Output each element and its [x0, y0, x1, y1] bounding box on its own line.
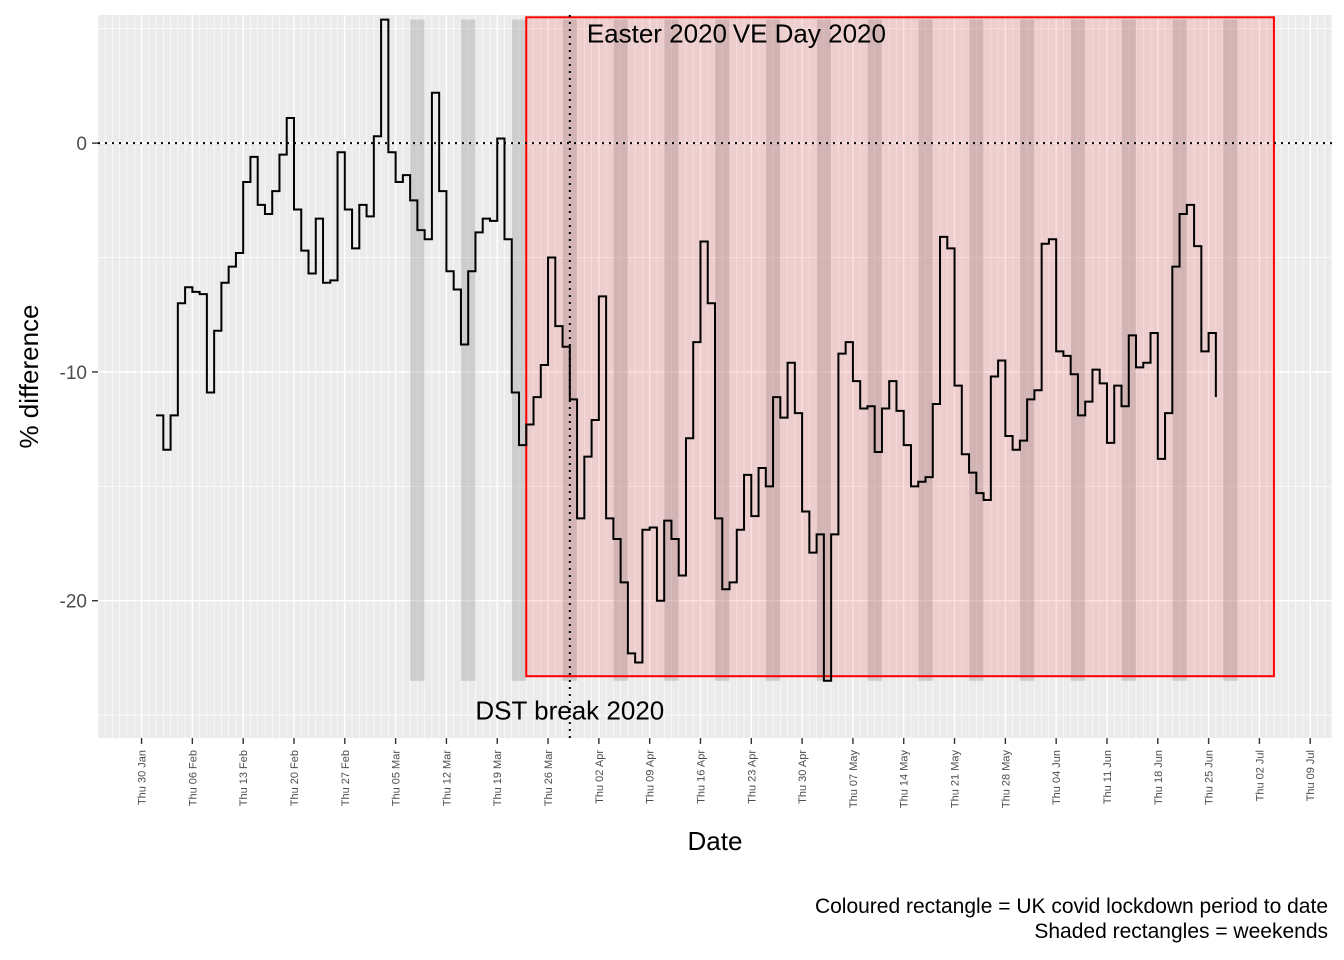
y-tick-label: -20 — [60, 592, 87, 613]
x-tick-label: Thu 30 Jan — [137, 750, 149, 805]
weekend-rect — [715, 19, 730, 681]
x-tick-label: Thu 12 Mar — [441, 750, 453, 807]
y-tick-label: -10 — [60, 363, 87, 384]
weekend-rect — [918, 19, 933, 681]
x-axis: Thu 30 Jan Thu 06 Feb Thu 13 Feb Thu 20 Feb… — [137, 738, 1317, 809]
x-tick-label: Thu 30 Apr — [797, 750, 809, 804]
caption-weekends: Shaded rectangles = weekends — [1034, 920, 1328, 943]
annotations: DST break 2020 Easter 2020 VE Day 2020 — [475, 18, 886, 725]
x-tick-label: Thu 14 May — [899, 750, 911, 809]
weekend-rect — [816, 19, 832, 681]
series — [156, 18, 1217, 682]
x-tick-label: Thu 20 Feb — [289, 750, 301, 806]
x-tick-label: Thu 09 Apr — [645, 750, 657, 804]
y-tick-label: 0 — [76, 134, 87, 155]
weekend-rect — [867, 19, 882, 681]
x-tick-label: Thu 09 Jul — [1305, 750, 1317, 801]
weekend-rect — [1070, 19, 1086, 681]
weekend-rect — [1223, 19, 1238, 681]
y-axis: 0 -10 -20 — [60, 134, 98, 613]
x-tick-label: Thu 21 May — [950, 750, 962, 809]
y-axis-title: % difference — [14, 304, 44, 448]
x-tick-label: Thu 02 Jul — [1254, 750, 1266, 801]
x-tick-label: Thu 27 Feb — [340, 750, 352, 806]
weekend-shading — [410, 19, 1238, 681]
weekend-rect — [1172, 19, 1187, 681]
weekend-rect — [511, 19, 527, 681]
x-tick-label: Thu 06 Feb — [187, 750, 199, 806]
x-tick-label: Thu 23 Apr — [746, 750, 758, 804]
event-label: DST break 2020 — [475, 696, 664, 726]
reference-lines — [98, 15, 1332, 738]
x-tick-label: Thu 28 May — [1000, 750, 1012, 809]
x-tick-label: Thu 07 May — [848, 750, 860, 809]
x-tick-label: Thu 25 Jun — [1204, 750, 1216, 805]
caption-lockdown: Coloured rectangle = UK covid lockdown p… — [814, 895, 1328, 918]
x-tick-label: Thu 04 Jun — [1051, 750, 1063, 805]
x-tick-label: Thu 02 Apr — [594, 750, 606, 804]
lockdown-rect — [525, 16, 1275, 678]
x-tick-label: Thu 19 Mar — [492, 750, 504, 807]
weekend-rect — [613, 19, 628, 681]
weekend-rect — [664, 19, 679, 681]
event-label: Easter 2020 — [587, 18, 727, 48]
weekend-rect — [765, 19, 781, 681]
x-tick-label: Thu 13 Feb — [238, 750, 250, 806]
event-label: VE Day 2020 — [733, 18, 886, 48]
weekend-rect — [410, 19, 425, 681]
x-tick-label: Thu 26 Mar — [543, 750, 555, 807]
weekend-rect — [1019, 19, 1035, 681]
x-axis-title: Date — [688, 826, 743, 856]
x-tick-label: Thu 11 Jun — [1102, 750, 1114, 804]
x-tick-label: Thu 16 Apr — [695, 750, 707, 804]
series-line — [156, 18, 1217, 682]
weekend-rect — [969, 19, 984, 681]
weekend-rect — [460, 19, 476, 681]
lockdown-period — [525, 16, 1275, 678]
x-tick-label: Thu 18 Jun — [1153, 750, 1165, 805]
x-tick-label: Thu 05 Mar — [391, 750, 403, 807]
